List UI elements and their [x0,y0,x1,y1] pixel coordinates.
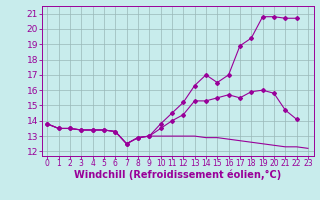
X-axis label: Windchill (Refroidissement éolien,°C): Windchill (Refroidissement éolien,°C) [74,170,281,180]
